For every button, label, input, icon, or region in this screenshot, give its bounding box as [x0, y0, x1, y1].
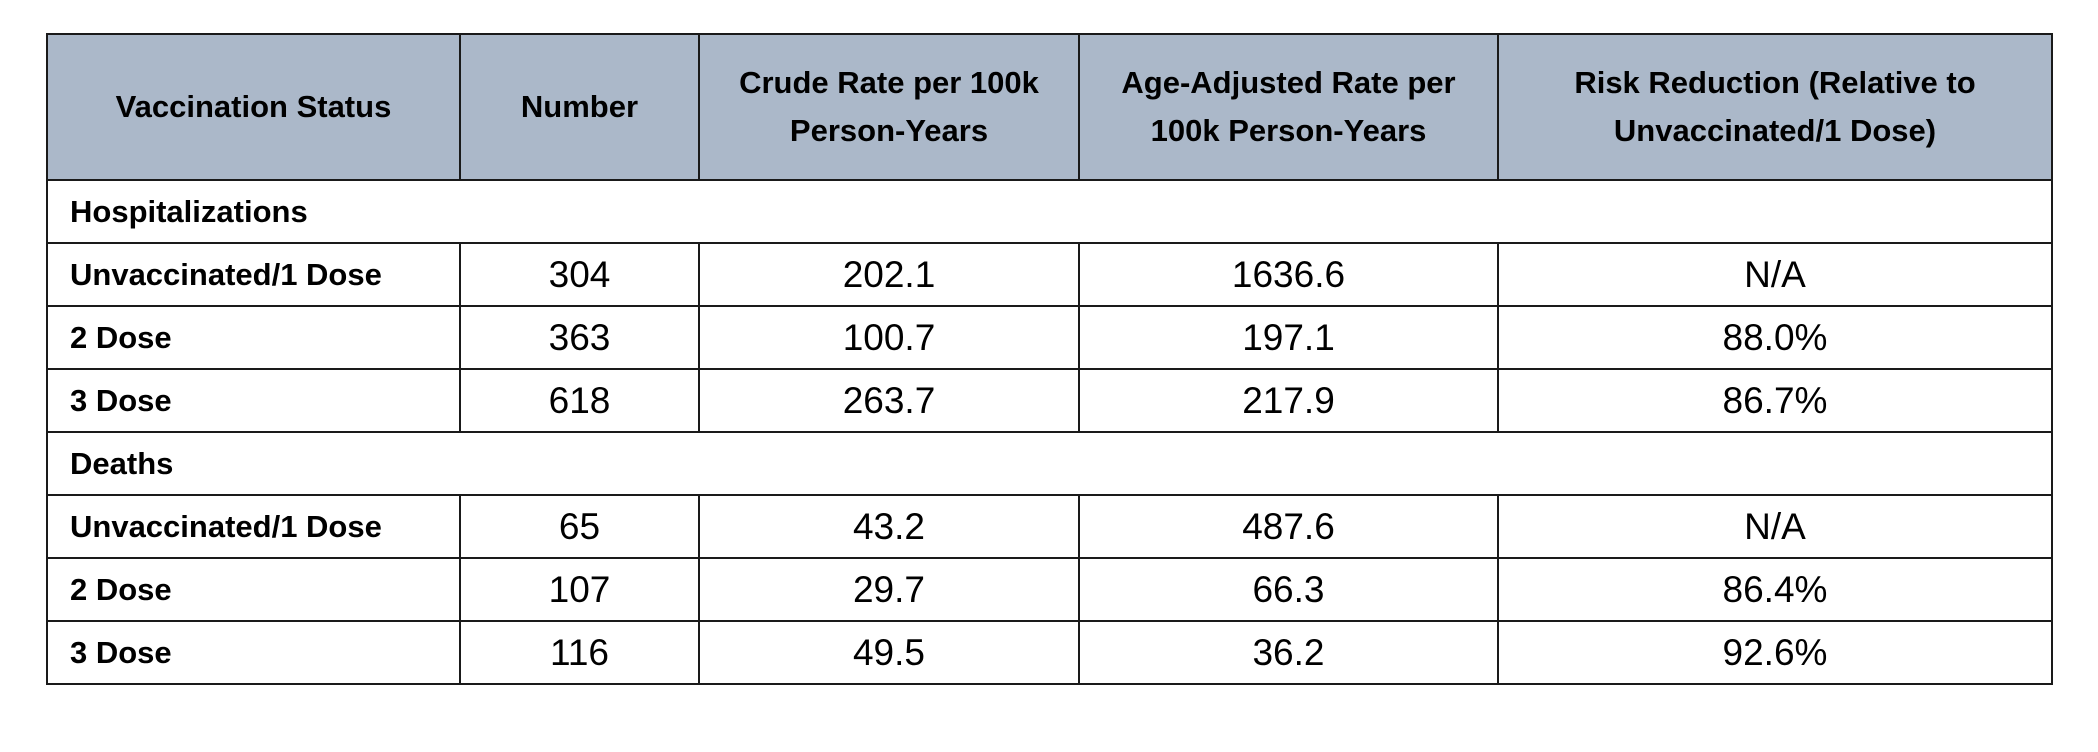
header-crude-rate: Crude Rate per 100k Person-Years [698, 33, 1080, 181]
cell-risk-reduction: 88.0% [1497, 305, 2053, 370]
table-row: 2 Dose 107 29.7 66.3 86.4% [46, 557, 2053, 622]
header-vaccination-status: Vaccination Status [46, 33, 461, 181]
cell-age-adjusted-rate: 66.3 [1078, 557, 1499, 622]
table-row: Unvaccinated/1 Dose 65 43.2 487.6 N/A [46, 494, 2053, 559]
cell-risk-reduction: 92.6% [1497, 620, 2053, 685]
cell-status: 3 Dose [46, 368, 461, 433]
table-row: Unvaccinated/1 Dose 304 202.1 1636.6 N/A [46, 242, 2053, 307]
section-row-deaths: Deaths [46, 431, 2053, 496]
cell-risk-reduction: N/A [1497, 242, 2053, 307]
cell-crude-rate: 263.7 [698, 368, 1080, 433]
cell-status: Unvaccinated/1 Dose [46, 494, 461, 559]
cell-crude-rate: 43.2 [698, 494, 1080, 559]
vaccination-outcomes-table: Vaccination Status Number Crude Rate per… [46, 33, 2053, 685]
cell-status: 2 Dose [46, 557, 461, 622]
cell-crude-rate: 29.7 [698, 557, 1080, 622]
section-title: Hospitalizations [46, 179, 2053, 244]
cell-age-adjusted-rate: 197.1 [1078, 305, 1499, 370]
cell-age-adjusted-rate: 217.9 [1078, 368, 1499, 433]
cell-status: 2 Dose [46, 305, 461, 370]
cell-number: 65 [459, 494, 700, 559]
cell-number: 116 [459, 620, 700, 685]
table-row: 3 Dose 116 49.5 36.2 92.6% [46, 620, 2053, 685]
cell-risk-reduction: 86.7% [1497, 368, 2053, 433]
cell-crude-rate: 202.1 [698, 242, 1080, 307]
header-row: Vaccination Status Number Crude Rate per… [46, 33, 2053, 181]
cell-risk-reduction: 86.4% [1497, 557, 2053, 622]
vaccination-outcomes-table-container: Vaccination Status Number Crude Rate per… [46, 33, 2053, 685]
section-title: Deaths [46, 431, 2053, 496]
section-row-hospitalizations: Hospitalizations [46, 179, 2053, 244]
header-age-adjusted-rate: Age-Adjusted Rate per 100k Person-Years [1078, 33, 1499, 181]
cell-status: Unvaccinated/1 Dose [46, 242, 461, 307]
cell-risk-reduction: N/A [1497, 494, 2053, 559]
cell-number: 363 [459, 305, 700, 370]
cell-age-adjusted-rate: 487.6 [1078, 494, 1499, 559]
table-body: Hospitalizations Unvaccinated/1 Dose 304… [46, 179, 2053, 685]
cell-age-adjusted-rate: 36.2 [1078, 620, 1499, 685]
header-risk-reduction: Risk Reduction (Relative to Unvaccinated… [1497, 33, 2053, 181]
cell-status: 3 Dose [46, 620, 461, 685]
cell-age-adjusted-rate: 1636.6 [1078, 242, 1499, 307]
table-row: 3 Dose 618 263.7 217.9 86.7% [46, 368, 2053, 433]
header-number: Number [459, 33, 700, 181]
cell-crude-rate: 49.5 [698, 620, 1080, 685]
cell-crude-rate: 100.7 [698, 305, 1080, 370]
table-row: 2 Dose 363 100.7 197.1 88.0% [46, 305, 2053, 370]
table-header: Vaccination Status Number Crude Rate per… [46, 33, 2053, 181]
cell-number: 618 [459, 368, 700, 433]
cell-number: 304 [459, 242, 700, 307]
cell-number: 107 [459, 557, 700, 622]
